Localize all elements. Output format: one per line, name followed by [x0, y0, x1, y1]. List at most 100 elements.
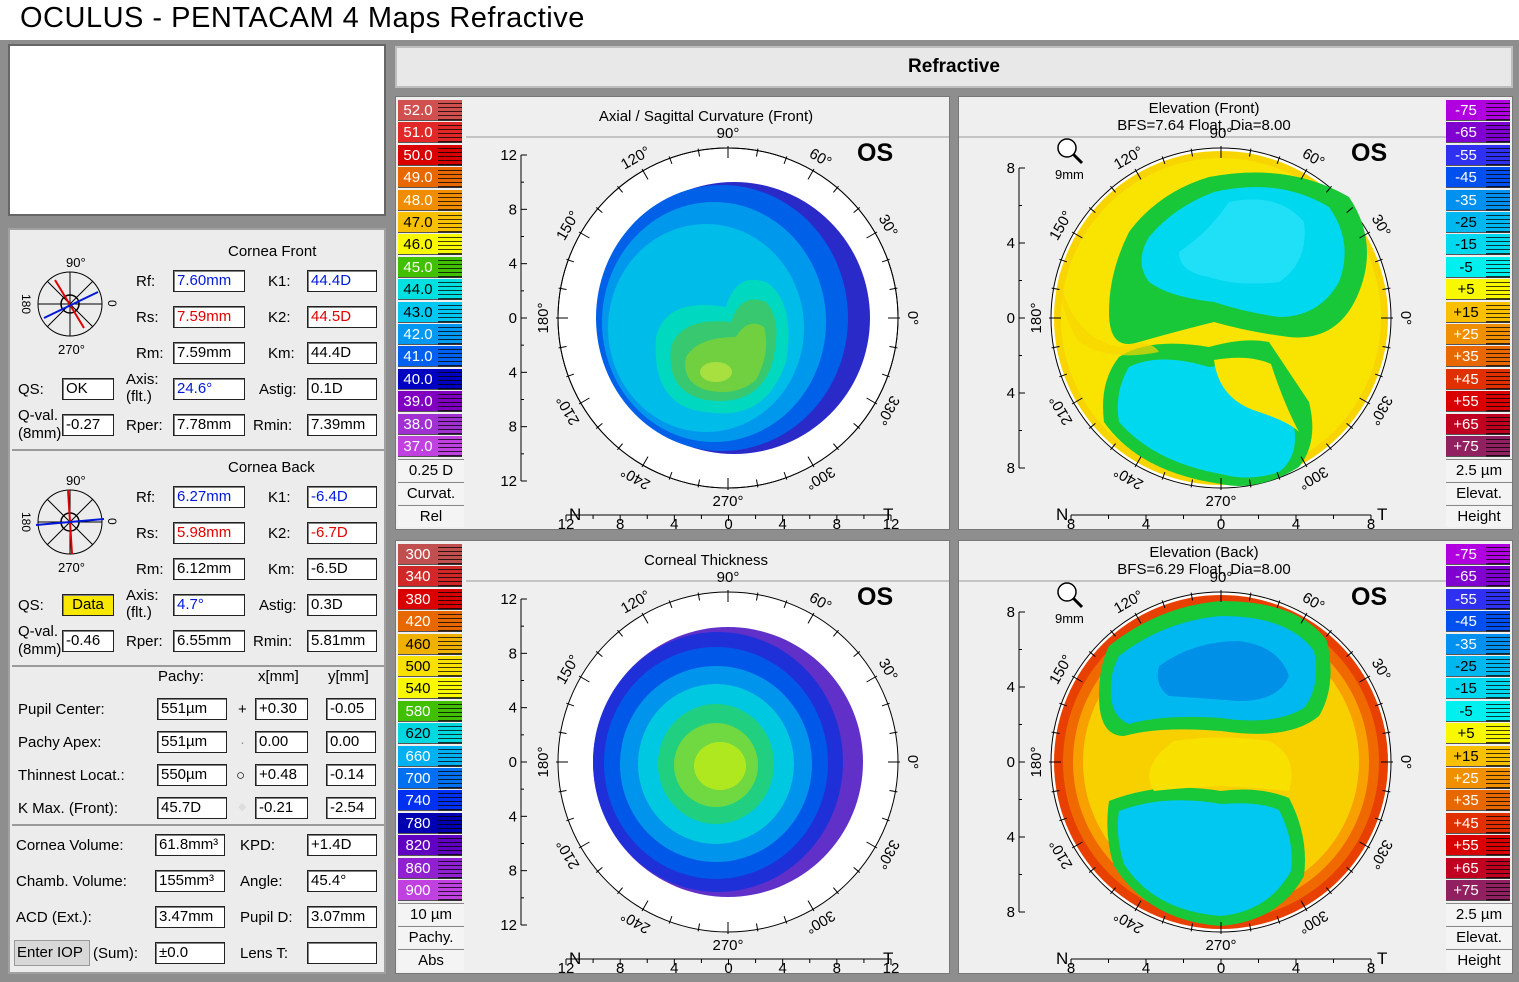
scale-value: 38.0	[398, 413, 438, 435]
ring-tick	[1382, 287, 1391, 291]
scale-swatch	[1486, 633, 1510, 655]
nasal-label: N	[569, 505, 581, 524]
scale-value: 420	[398, 611, 438, 633]
ring-tick	[578, 231, 590, 239]
front-qs-field[interactable]: OK	[62, 378, 114, 400]
ring-tick	[833, 185, 839, 193]
ring-tick	[1326, 443, 1332, 451]
elev-front-title-1: Elevation (Front)	[1148, 100, 1260, 117]
x-tick-label: 12	[558, 960, 575, 974]
ring-tick	[881, 258, 890, 263]
ring-tick	[807, 456, 815, 468]
scale-value: +65	[1446, 857, 1486, 879]
elev-front-plot[interactable]: 90°60°30°0°330°300°270°240°210°180°150°1…	[959, 122, 1446, 530]
dial-label-0: 0	[105, 300, 119, 307]
ring-tick	[566, 258, 575, 263]
qval-label-line1: Q-val.	[18, 623, 59, 640]
cornea-back-heading: Cornea Back	[228, 459, 315, 476]
rmin-label: Rmin:	[253, 417, 293, 434]
y-tick-label: 0	[1007, 754, 1015, 771]
back-astig-field: 0.3D	[307, 594, 377, 616]
front-axis-field: 24.6°	[173, 378, 245, 400]
rper-label: Rper:	[126, 417, 163, 434]
ring-tick	[578, 397, 590, 405]
scale-value: 820	[398, 835, 438, 857]
y-tick-label: 0	[1007, 310, 1015, 327]
scale-swatch	[1486, 700, 1510, 722]
scale-value: 380	[398, 588, 438, 610]
thickness-map-plot[interactable]: 90°60°30°0°330°300°270°240°210°180°150°1…	[466, 566, 949, 974]
scale-swatch	[1486, 857, 1510, 879]
scale-swatch	[438, 835, 462, 857]
scale-swatch	[1486, 413, 1510, 435]
zoom-magnifier-icon[interactable]: 9mm	[1055, 137, 1091, 182]
axial-map-plot[interactable]: 90°60°30°0°330°300°270°240°210°180°150°1…	[466, 122, 949, 530]
x-tick-label: 4	[1292, 516, 1300, 530]
thickness-color-scale[interactable]: 300 340 380 420 460 500 540 580 620 660 700 740 780 8…	[396, 541, 466, 973]
cornea-back-dial-svg: 90° 270° 180 0	[19, 473, 119, 575]
scale-swatch	[1486, 611, 1510, 633]
scale-footer-label: 2.5 µm	[1446, 459, 1512, 481]
pachy-row-x: -0.21	[255, 797, 308, 819]
ring-tick	[641, 900, 649, 912]
front-rf-field: 7.60mm	[173, 270, 245, 292]
ring-tick	[1248, 148, 1252, 157]
axial-color-scale[interactable]: 52.0 51.0 50.0 49.0 48.0 47.0 46.0 45.0 44.0 43.0…	[396, 97, 466, 529]
scale-swatch	[438, 880, 462, 901]
scale-swatch	[1486, 723, 1510, 745]
ring-angle-label: 30°	[1368, 656, 1394, 684]
ring-tick	[833, 629, 839, 637]
scale-swatch	[1486, 256, 1510, 278]
front-astig-field: 0.1D	[307, 378, 377, 400]
elev-front-panel[interactable]: Elevation (Front) BFS=7.64 Float, Dia=8.…	[958, 96, 1513, 530]
ring-tick	[617, 887, 623, 895]
dial-label-180: 180	[19, 294, 33, 314]
ring-tick	[595, 423, 603, 429]
elev-back-color-scale[interactable]: -75 -65 -55 -45 -35 -25 -15 -5 +5 +15 +25 +35 +45 +55…	[1444, 541, 1514, 973]
ring-angle-label: 60°	[806, 145, 834, 171]
x-tick-label: 4	[778, 960, 786, 974]
refractive-header[interactable]: Refractive	[395, 46, 1513, 88]
back-qs-field[interactable]: Data	[62, 594, 114, 616]
ring-tick	[1059, 702, 1068, 707]
ring-tick	[1088, 651, 1096, 657]
scale-swatch	[1486, 346, 1510, 368]
scale-value: 37.0	[398, 436, 438, 457]
ring-tick	[617, 185, 623, 193]
acd-label: ACD (Ext.):	[16, 909, 92, 926]
lens-t-field[interactable]	[307, 942, 377, 964]
scale-value: -5	[1446, 256, 1486, 278]
scale-value: 500	[398, 656, 438, 677]
zoom-magnifier-icon[interactable]: 9mm	[1055, 581, 1091, 626]
rper-label: Rper:	[126, 633, 163, 650]
ring-angle-label: 90°	[1210, 569, 1233, 586]
elev-back-panel[interactable]: Elevation (Back) BFS=6.29 Float, Dia=8.0…	[958, 540, 1513, 974]
x-tick-label: 4	[670, 960, 678, 974]
elev-back-plot[interactable]: 90°60°30°0°330°300°270°240°210°180°150°1…	[959, 566, 1446, 974]
axial-map-panel[interactable]: 52.0 51.0 50.0 49.0 48.0 47.0 46.0 45.0 44.0 43.0…	[395, 96, 950, 530]
enter-iop-button[interactable]: Enter IOP	[14, 940, 90, 966]
x-tick-label: 4	[778, 516, 786, 530]
ring-angle-label: 180°	[1028, 302, 1045, 333]
ring-angle-label: 30°	[875, 656, 901, 684]
scale-swatch	[1486, 436, 1510, 457]
back-rm-field: 6.12mm	[173, 558, 245, 580]
back-axis-field: 4.7°	[173, 594, 245, 616]
thickness-map-panel[interactable]: 300 340 380 420 460 500 540 580 620 660 700 740 780 8…	[395, 540, 950, 974]
elev-front-color-scale[interactable]: -75 -65 -55 -45 -35 -25 -15 -5 +5 +15 +25 +35 +45 +55…	[1444, 97, 1514, 529]
chamb-volume-field: 155mm³	[155, 870, 225, 892]
ring-tick	[566, 373, 575, 378]
scale-value: -15	[1446, 678, 1486, 700]
axis-label: Axis: (flt.)	[126, 587, 159, 621]
astig-label: Astig:	[259, 381, 297, 398]
iop-field[interactable]: ±0.0	[155, 942, 225, 964]
scale-swatch	[438, 301, 462, 323]
ring-tick	[566, 817, 575, 822]
scale-value: -55	[1446, 588, 1486, 610]
zoom-label: 9mm	[1055, 611, 1084, 626]
divider	[12, 449, 384, 451]
ring-tick	[1248, 923, 1252, 932]
ring-tick	[1088, 207, 1096, 213]
y-tick-label: 4	[509, 808, 517, 825]
elev-back-title-2: BFS=6.29 Float, Dia=8.00	[1117, 561, 1291, 578]
